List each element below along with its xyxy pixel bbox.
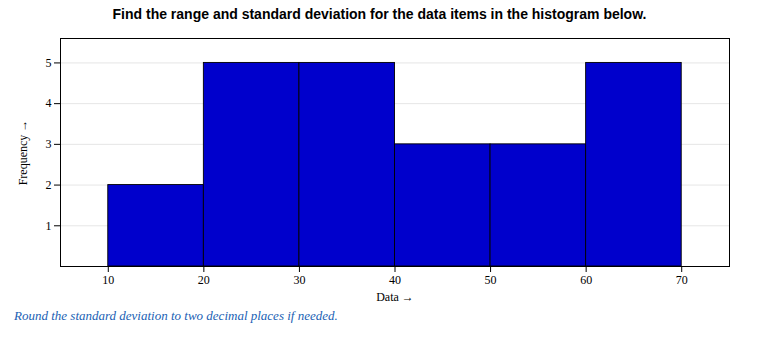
svg-text:4: 4 bbox=[46, 96, 52, 110]
html-text:Round the standard deviation t: Round the standard deviation to two deci… bbox=[14, 308, 338, 323]
svg-text:Frequency →: Frequency → bbox=[16, 120, 30, 186]
svg-text:1: 1 bbox=[46, 219, 52, 233]
svg-text:10: 10 bbox=[102, 273, 114, 287]
svg-text:50: 50 bbox=[485, 273, 497, 287]
svg-text:70: 70 bbox=[676, 273, 688, 287]
svg-text:5: 5 bbox=[46, 56, 52, 70]
svg-text:40: 40 bbox=[389, 273, 401, 287]
html-text:Find the range and standard de: Find the range and standard deviation fo… bbox=[112, 6, 647, 22]
svg-text:60: 60 bbox=[580, 273, 592, 287]
svg-text:30: 30 bbox=[293, 273, 305, 287]
svg-text:2: 2 bbox=[46, 178, 52, 192]
svg-text:3: 3 bbox=[46, 137, 52, 151]
svg-text:Data →: Data → bbox=[376, 290, 414, 304]
svg-text:20: 20 bbox=[198, 273, 210, 287]
